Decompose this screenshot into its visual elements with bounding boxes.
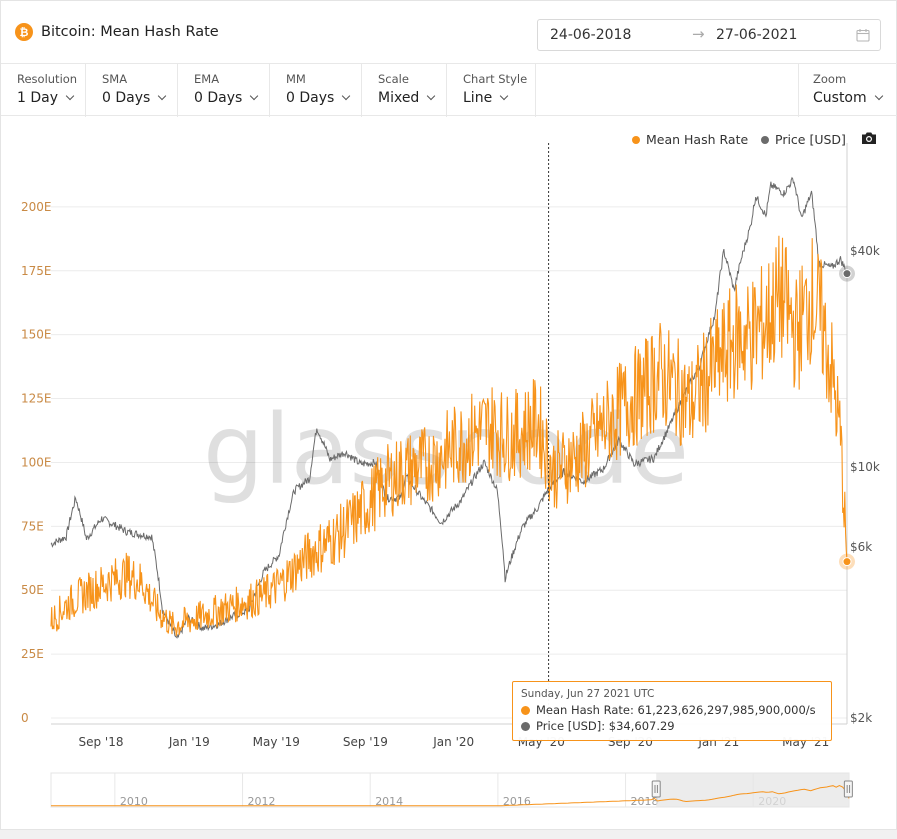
resolution-label: Resolution [17, 72, 78, 86]
navigator-tick-label: 2012 [248, 795, 276, 808]
chart-tooltip: Sunday, Jun 27 2021 UTC Mean Hash Rate: … [512, 681, 832, 741]
navigator-handle[interactable] [843, 780, 853, 798]
ema-value: 0 Days [194, 90, 259, 106]
navigator-selection [656, 773, 849, 807]
legend-label-hash-rate: Mean Hash Rate [646, 132, 749, 147]
chart-toolbar: Resolution 1 Day SMA 0 Days EMA 0 Days M… [1, 63, 897, 117]
camera-icon[interactable] [861, 131, 877, 145]
tooltip-row-price: Price [USD]: $34,607.29 [521, 719, 823, 733]
y-tick-label-right: $2k [850, 711, 872, 725]
y-tick-label-left: 100E [21, 455, 52, 469]
legend-item-price[interactable]: Price [USD] [761, 132, 846, 147]
zoom-select[interactable]: Zoom Custom [798, 64, 897, 117]
date-end-input[interactable]: 27-06-2021 [716, 27, 798, 43]
x-tick-label: Sep '18 [78, 735, 123, 749]
legend-item-hash-rate[interactable]: Mean Hash Rate [632, 132, 748, 147]
y-tick-label-left: 75E [21, 519, 44, 533]
legend-dot-hash-rate [632, 135, 640, 144]
x-tick-label: Jan '19 [168, 735, 210, 749]
sma-label: SMA [102, 72, 128, 86]
navigator-tick-label: 2016 [503, 795, 531, 808]
x-tick-label: May '19 [253, 735, 300, 749]
chart-title-text: Bitcoin: Mean Hash Rate [41, 24, 219, 40]
x-tick-label: Sep '19 [343, 735, 388, 749]
chart-style-value: Line [463, 90, 509, 106]
tooltip-date: Sunday, Jun 27 2021 UTC [521, 688, 655, 700]
y-tick-label-left: 50E [21, 583, 44, 597]
zoom-value: Custom [813, 90, 883, 106]
y-tick-label-right: $40k [850, 244, 880, 258]
series-line-hash-rate [50, 235, 848, 637]
calendar-icon[interactable] [856, 28, 870, 42]
tooltip-dot-price [521, 721, 530, 731]
chart-style-label: Chart Style [463, 72, 528, 86]
resolution-value: 1 Day [17, 90, 75, 106]
scale-label: Scale [378, 72, 409, 86]
tooltip-hash-rate: Mean Hash Rate: 61,223,626,297,985,900,0… [536, 703, 816, 717]
navigator-handle[interactable] [651, 780, 661, 798]
y-tick-label-left: 150E [21, 328, 52, 342]
mm-select[interactable]: MM 0 Days [270, 64, 362, 117]
mm-value: 0 Days [286, 90, 351, 106]
scale-value: Mixed [378, 90, 436, 106]
tooltip-row-hash-rate: Mean Hash Rate: 61,223,626,297,985,900,0… [521, 703, 823, 717]
scale-select[interactable]: Scale Mixed [362, 64, 447, 117]
chart-style-select[interactable]: Chart Style Line [447, 64, 536, 117]
bitcoin-icon: ₿ [15, 23, 33, 41]
navigator-tick-label: 2018 [631, 795, 659, 808]
tooltip-dot-hash-rate [521, 705, 530, 715]
sma-value: 0 Days [102, 90, 167, 106]
arrow-right-icon: → [692, 25, 705, 43]
y-tick-label-left: 125E [21, 392, 52, 406]
x-tick-label: Jan '20 [432, 735, 474, 749]
navigator-tick-label: 2014 [375, 795, 403, 808]
y-tick-label-right: $6k [850, 540, 872, 554]
legend-label-price: Price [USD] [775, 132, 846, 147]
mm-label: MM [286, 72, 306, 86]
y-tick-label-right: $10k [850, 460, 880, 474]
ema-select[interactable]: EMA 0 Days [178, 64, 270, 117]
zoom-label: Zoom [813, 72, 847, 86]
resolution-select[interactable]: Resolution 1 Day [1, 64, 86, 117]
navigator-series-line [51, 785, 850, 807]
y-tick-label-left: 200E [21, 200, 52, 214]
navigator-tick-label: 2010 [120, 795, 148, 808]
y-tick-label-left: 0 [21, 711, 29, 725]
date-range-picker[interactable]: 24-06-2018 → 27-06-2021 [537, 19, 881, 51]
chart-title: ₿ Bitcoin: Mean Hash Rate [15, 23, 219, 41]
hash-rate-marker [842, 557, 852, 567]
legend-dot-price [761, 135, 769, 144]
sma-select[interactable]: SMA 0 Days [86, 64, 178, 117]
ema-label: EMA [194, 72, 220, 86]
y-tick-label-left: 175E [21, 264, 52, 278]
tooltip-price: Price [USD]: $34,607.29 [536, 719, 675, 733]
date-start-input[interactable]: 24-06-2018 [550, 27, 632, 43]
price-marker [842, 269, 852, 279]
y-tick-label-left: 25E [21, 647, 44, 661]
